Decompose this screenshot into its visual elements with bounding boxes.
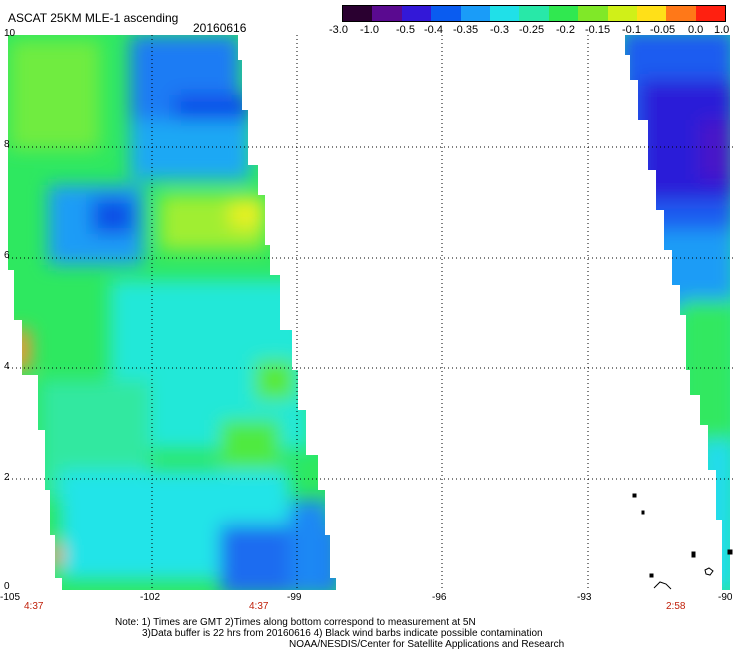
colorbar-swatch: [372, 6, 402, 21]
colorbar: [342, 5, 726, 22]
colorbar-tick-label: -0.2: [556, 24, 575, 36]
colorbar-swatch: [343, 6, 373, 21]
lat-label: 10: [4, 28, 16, 39]
lon-label: -93: [577, 592, 592, 603]
lon-label: -105: [0, 592, 21, 603]
colorbar-tick-label: 0.0: [688, 24, 704, 36]
colorbar-tick-label: -3.0: [329, 24, 348, 36]
colorbar-tick-label: -1.0: [360, 24, 379, 36]
lon-label: -102: [140, 592, 161, 603]
lat-label: 6: [4, 250, 10, 261]
pass-time-label: 4:37: [24, 601, 44, 612]
colorbar-tick-label: 1.0: [714, 24, 730, 36]
lon-label: -99: [287, 592, 302, 603]
colorbar-swatch: [695, 6, 726, 21]
coastline: [632, 493, 733, 590]
colorbar-swatch: [607, 6, 637, 21]
colorbar-tick-label: -0.5: [396, 24, 415, 36]
lon-label: -90: [718, 592, 733, 603]
footer-credit: NOAA/NESDIS/Center for Satellite Applica…: [289, 639, 565, 650]
colorbar-swatch: [460, 6, 490, 21]
footer-note-line2: 3)Data buffer is 22 hrs from 20160616 4)…: [142, 628, 543, 639]
footer-note-line1: Note: 1) Times are GMT 2)Times along bot…: [115, 617, 476, 628]
colorbar-swatch: [489, 6, 520, 21]
colorbar-swatch: [666, 6, 696, 21]
pass-time-label: 2:58: [666, 601, 686, 612]
map-date: 20160616: [193, 21, 247, 35]
colorbar-tick-label: -0.1: [622, 24, 641, 36]
lat-label: 0: [4, 581, 10, 592]
colorbar-swatch: [548, 6, 579, 21]
lat-lon-grid: [8, 35, 734, 590]
colorbar-swatch: [578, 6, 608, 21]
colorbar-tick-label: -0.25: [519, 24, 545, 36]
colorbar-tick-label: -0.3: [490, 24, 509, 36]
colorbar-swatch: [431, 6, 461, 21]
colorbar-swatch: [519, 6, 549, 21]
lat-label: 8: [4, 139, 10, 150]
colorbar-tick-label: -0.35: [453, 24, 479, 36]
map-title: ASCAT 25KM MLE-1 ascending: [8, 11, 179, 25]
colorbar-tick-label: -0.4: [424, 24, 443, 36]
right-swath: [625, 35, 730, 590]
left-swath: [8, 35, 336, 590]
pass-time-label: 4:37: [249, 601, 269, 612]
colorbar-tick-label: -0.05: [650, 24, 676, 36]
lat-label: 2: [4, 472, 10, 483]
lon-label: -96: [432, 592, 447, 603]
colorbar-tick-label: -0.15: [585, 24, 611, 36]
colorbar-swatch: [636, 6, 667, 21]
lat-label: 4: [4, 361, 10, 372]
colorbar-swatch: [401, 6, 432, 21]
